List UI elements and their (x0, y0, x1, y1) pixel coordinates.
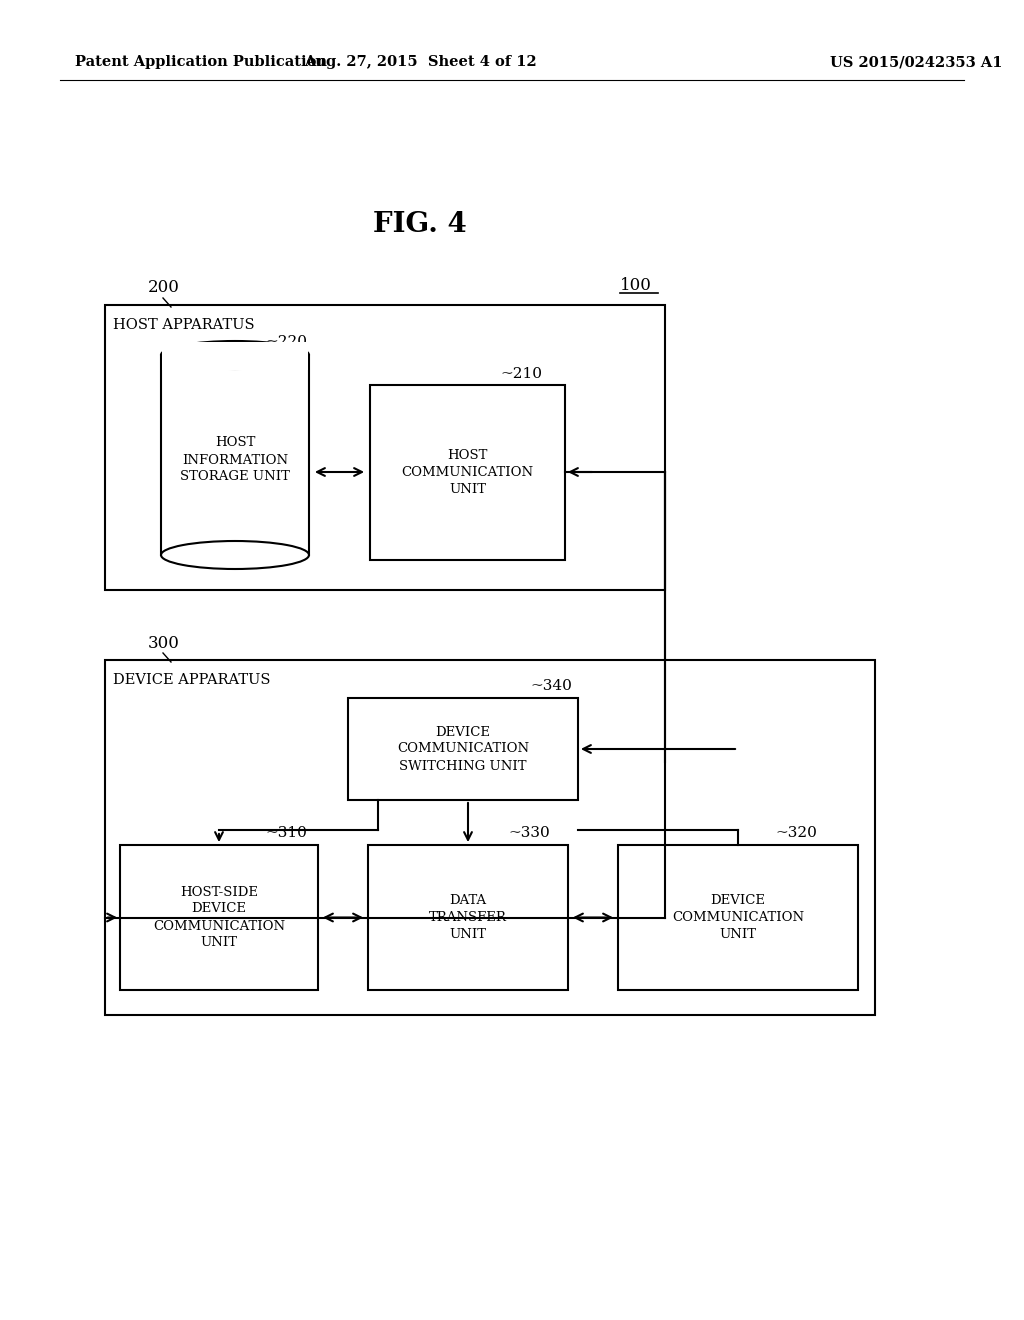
Bar (105, 305, 665, 590)
Text: DEVICE APPARATUS: DEVICE APPARATUS (113, 673, 270, 686)
Text: FIG. 4: FIG. 4 (373, 211, 467, 239)
Ellipse shape (161, 541, 309, 569)
Text: HOST APPARATUS: HOST APPARATUS (113, 318, 255, 333)
Text: DATA
TRANSFER
UNIT: DATA TRANSFER UNIT (429, 894, 507, 941)
Text: DEVICE
COMMUNICATION
SWITCHING UNIT: DEVICE COMMUNICATION SWITCHING UNIT (397, 726, 529, 772)
Text: 100: 100 (620, 276, 652, 293)
Bar (161, 355, 309, 554)
Text: ~310: ~310 (265, 826, 307, 840)
Text: HOST
COMMUNICATION
UNIT: HOST COMMUNICATION UNIT (401, 449, 534, 496)
Text: HOST
INFORMATION
STORAGE UNIT: HOST INFORMATION STORAGE UNIT (180, 437, 290, 483)
Ellipse shape (161, 341, 309, 370)
Bar (105, 660, 874, 1015)
Text: 200: 200 (148, 280, 180, 297)
Text: DEVICE
COMMUNICATION
UNIT: DEVICE COMMUNICATION UNIT (672, 894, 804, 941)
Text: ~220: ~220 (265, 335, 307, 348)
Bar (120, 845, 318, 990)
Text: Patent Application Publication: Patent Application Publication (75, 55, 327, 69)
Text: ~210: ~210 (500, 367, 542, 381)
Bar (370, 385, 565, 560)
Text: ~340: ~340 (530, 678, 571, 693)
Text: ~320: ~320 (775, 826, 817, 840)
Bar (368, 845, 568, 990)
Bar (348, 698, 578, 800)
Text: ~330: ~330 (508, 826, 550, 840)
Text: 300: 300 (148, 635, 180, 652)
Bar (618, 845, 858, 990)
Text: Aug. 27, 2015  Sheet 4 of 12: Aug. 27, 2015 Sheet 4 of 12 (304, 55, 537, 69)
Bar (162, 342, 308, 370)
Text: HOST-SIDE
DEVICE
COMMUNICATION
UNIT: HOST-SIDE DEVICE COMMUNICATION UNIT (153, 886, 285, 949)
Text: US 2015/0242353 A1: US 2015/0242353 A1 (830, 55, 1002, 69)
